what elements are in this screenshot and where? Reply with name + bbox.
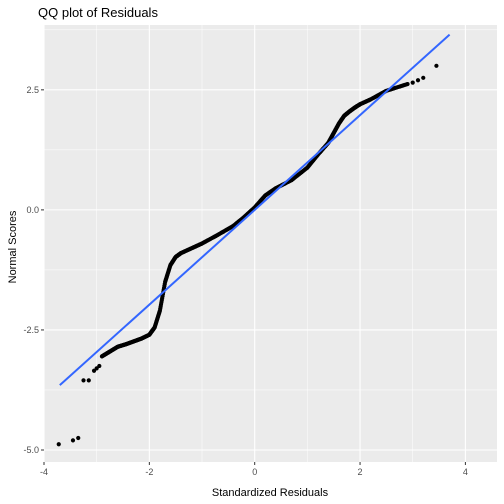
data-point bbox=[410, 80, 415, 85]
data-point bbox=[421, 75, 426, 80]
data-point bbox=[76, 435, 81, 441]
data-point bbox=[434, 63, 439, 68]
y-tick-label: 2.5 bbox=[26, 85, 39, 95]
x-tick-label: 4 bbox=[463, 467, 468, 477]
data-point bbox=[97, 363, 102, 369]
chart-title: QQ plot of Residuals bbox=[38, 5, 158, 20]
major-gridlines bbox=[43, 25, 497, 462]
reference-line bbox=[59, 33, 451, 386]
y-tick-label: -2.5 bbox=[23, 325, 39, 335]
y-axis: -5.0 -2.5 0.0 2.5 bbox=[23, 85, 44, 455]
y-axis-title: Normal Scores bbox=[7, 210, 19, 283]
x-axis: -4 -2 0 2 4 bbox=[40, 462, 468, 477]
data-point bbox=[86, 378, 91, 383]
x-tick-label: -4 bbox=[40, 467, 48, 477]
data-point bbox=[405, 81, 410, 87]
y-tick-label: -5.0 bbox=[23, 445, 39, 455]
data-point bbox=[415, 78, 421, 83]
minor-gridlines bbox=[44, 25, 497, 462]
x-tick-label: -2 bbox=[145, 467, 153, 477]
x-tick-label: 0 bbox=[252, 467, 257, 477]
data-point bbox=[70, 438, 76, 443]
y-tick-label: 0.0 bbox=[26, 205, 39, 215]
data-point bbox=[81, 378, 86, 383]
plot-panel bbox=[44, 25, 497, 462]
data-point bbox=[56, 442, 61, 447]
x-axis-title: Standardized Residuals bbox=[212, 487, 329, 499]
x-tick-label: 2 bbox=[358, 467, 363, 477]
